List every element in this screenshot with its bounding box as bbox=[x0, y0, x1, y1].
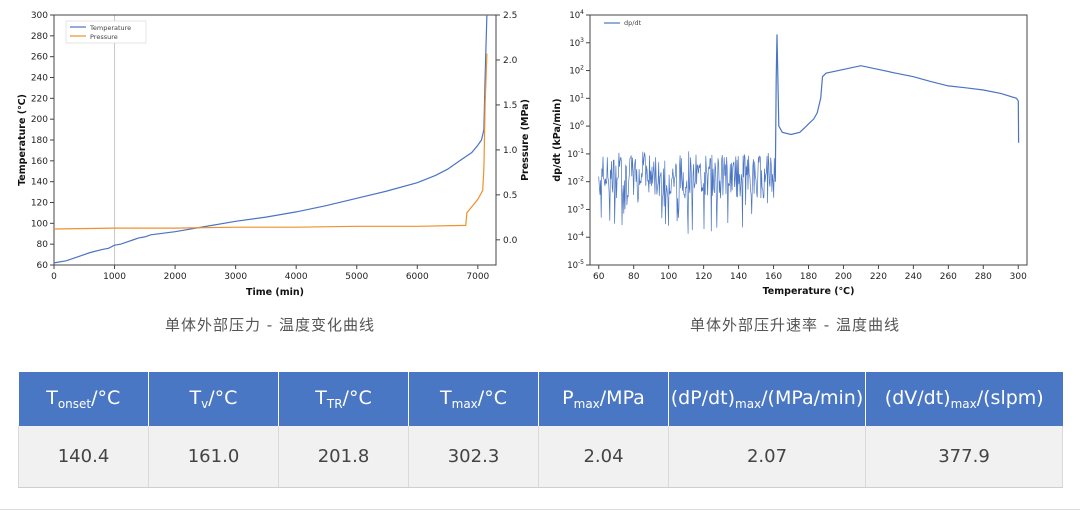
x-tick-label: 240 bbox=[905, 272, 922, 282]
y-tick-label: 101 bbox=[569, 92, 584, 104]
series-line-pressure bbox=[53, 53, 488, 230]
header-dvdt-max: (dV/dt)max/(slpm) bbox=[865, 372, 1063, 426]
series-line-dpdt bbox=[774, 34, 1020, 182]
y-tick-label: 10-3 bbox=[567, 203, 584, 215]
cell-dvdt-max: 377.9 bbox=[865, 426, 1063, 488]
y-tick-label: 10-2 bbox=[567, 176, 584, 188]
y-axis-label: Temperature (℃) bbox=[17, 94, 28, 186]
y-tick-label: 300 bbox=[31, 11, 48, 21]
results-table: Tonset/°C Tv/°C TTR/°C Tmax/°C Pmax/MPa … bbox=[18, 372, 1063, 488]
x-tick-label: 4000 bbox=[285, 272, 308, 282]
x-axis-label: Time (min) bbox=[246, 287, 304, 298]
x-tick-label: 6000 bbox=[406, 272, 429, 282]
x-tick-label: 3000 bbox=[224, 272, 247, 282]
cell-tv: 161.0 bbox=[148, 426, 279, 488]
x-tick-label: 180 bbox=[800, 272, 817, 282]
header-pmax: Pmax/MPa bbox=[538, 372, 669, 426]
x-tick-label: 5000 bbox=[345, 272, 368, 282]
x-tick-label: 60 bbox=[593, 272, 605, 282]
x-tick-label: 120 bbox=[695, 272, 712, 282]
header-tonset: Tonset/°C bbox=[18, 372, 149, 426]
x-tick-label: 300 bbox=[1010, 272, 1027, 282]
x-tick-label: 100 bbox=[660, 272, 677, 282]
y2-tick-label: 1.5 bbox=[503, 101, 517, 111]
chart-1-svg: 0 1000 2000 3000 4000 5000 6000 7000 60 80 100 120 1… bbox=[17, 11, 531, 298]
cell-ttr: 201.8 bbox=[278, 426, 409, 488]
series-noise-dpdt bbox=[598, 151, 776, 234]
y-tick-label: 120 bbox=[31, 199, 48, 209]
table-row: 140.4 161.0 201.8 302.3 2.04 2.07 377.9 bbox=[18, 426, 1063, 488]
y-tick-label: 280 bbox=[31, 32, 48, 42]
header-tmax: Tmax/°C bbox=[408, 372, 539, 426]
y-tick-label: 10-4 bbox=[567, 231, 584, 243]
y-tick-label: 100 bbox=[31, 219, 48, 229]
x-axis-label: Temperature (℃) bbox=[763, 286, 855, 297]
x-tick-label: 160 bbox=[765, 272, 782, 282]
x-tick-label: 1000 bbox=[103, 272, 126, 282]
header-tv: Tv/°C bbox=[148, 372, 279, 426]
y-tick-label: 240 bbox=[31, 74, 48, 84]
x-tick-label: 2000 bbox=[164, 272, 187, 282]
x-tick-label: 260 bbox=[940, 272, 957, 282]
legend-label: dp/dt bbox=[624, 19, 642, 27]
y-tick-label: 10-1 bbox=[567, 148, 584, 160]
bottom-divider bbox=[0, 509, 1080, 510]
x-tick-label: 200 bbox=[835, 272, 852, 282]
plot-frame bbox=[589, 14, 1028, 266]
y-tick-label: 200 bbox=[31, 115, 48, 125]
x-tick-label: 140 bbox=[730, 272, 747, 282]
cell-dpdt-max: 2.07 bbox=[668, 426, 866, 488]
y-tick-label: 10-5 bbox=[567, 259, 584, 271]
y-tick-label: 80 bbox=[37, 240, 49, 250]
y-tick-label: 180 bbox=[31, 136, 48, 146]
y-tick-label: 160 bbox=[31, 157, 48, 167]
x-tick-label: 0 bbox=[51, 272, 57, 282]
y-tick-label: 220 bbox=[31, 94, 48, 104]
legend-label: Pressure bbox=[90, 33, 118, 41]
cell-tmax: 302.3 bbox=[408, 426, 539, 488]
x-tick-label: 80 bbox=[628, 272, 640, 282]
caption-left: 单体外部压力 - 温度变化曲线 bbox=[165, 316, 375, 334]
pressure-temperature-chart: 0 1000 2000 3000 4000 5000 6000 7000 60 80 100 120 1… bbox=[0, 0, 540, 305]
table-header-row: Tonset/°C Tv/°C TTR/°C Tmax/°C Pmax/MPa … bbox=[18, 372, 1063, 426]
y2-tick-label: 2.5 bbox=[503, 11, 517, 21]
y2-tick-label: 1.0 bbox=[503, 146, 518, 156]
cell-tonset: 140.4 bbox=[18, 426, 149, 488]
y2-axis-label: Pressure (MPa) bbox=[520, 99, 531, 181]
header-dpdt-max: (dP/dt)max/(MPa/min) bbox=[668, 372, 866, 426]
cell-pmax: 2.04 bbox=[538, 426, 669, 488]
x-tick-label: 220 bbox=[870, 272, 887, 282]
header-ttr: TTR/°C bbox=[278, 372, 409, 426]
y-tick-label: 102 bbox=[569, 65, 584, 77]
y-tick-label: 140 bbox=[31, 178, 48, 188]
legend-label: Temperature bbox=[89, 24, 131, 32]
y-tick-label: 260 bbox=[31, 53, 48, 63]
x-tick-label: 280 bbox=[975, 272, 992, 282]
y2-tick-label: 0.0 bbox=[503, 236, 518, 246]
y-tick-label: 100 bbox=[569, 120, 584, 132]
y-tick-label: 103 bbox=[569, 37, 584, 49]
y-axis-label: dp/dt (kPa/min) bbox=[552, 98, 563, 181]
y-tick-label: 60 bbox=[37, 261, 49, 271]
x-tick-label: 7000 bbox=[466, 272, 489, 282]
dpdt-temperature-chart: 60 80 100 120 140 160 180 200 220 240 260 280 300 10-… bbox=[540, 0, 1080, 305]
chart-2-svg: 60 80 100 120 140 160 180 200 220 240 260 280 300 10-… bbox=[552, 9, 1028, 297]
y2-tick-label: 2.0 bbox=[503, 56, 518, 66]
y2-tick-label: 0.5 bbox=[503, 191, 517, 201]
y-tick-label: 104 bbox=[569, 9, 584, 21]
series-line-temperature bbox=[53, 14, 488, 264]
caption-right: 单体外部压升速率 - 温度曲线 bbox=[690, 316, 900, 334]
